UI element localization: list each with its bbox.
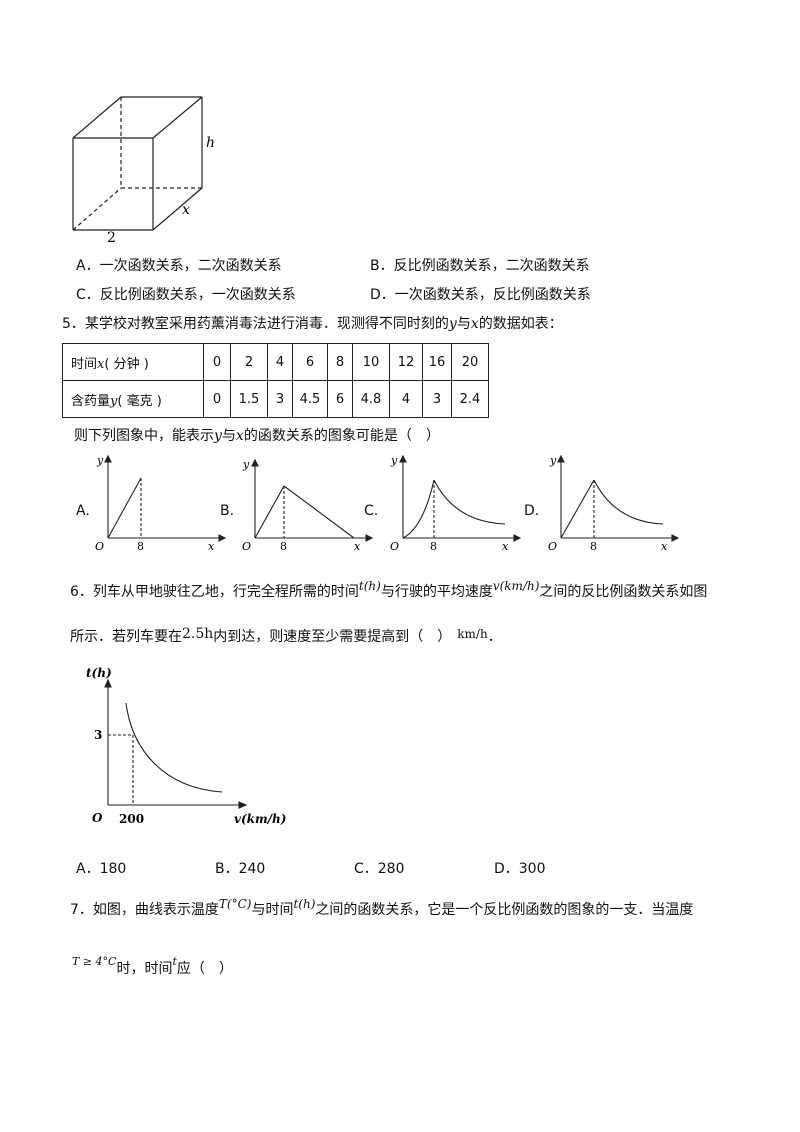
axis-x-label: x [354,540,361,553]
table-row: 时间x( 分钟 ) 0 2 4 6 8 10 12 16 20 [62,343,489,381]
table-cell: 0 [203,343,231,381]
axis-x-label: x [208,540,215,553]
graph-a: y x O 8 [95,454,227,553]
origin-label: O [92,811,103,825]
table-cell: 4 [267,343,293,381]
axis-x-label: x [502,540,509,553]
table-cell: 3 [422,380,452,418]
table-row: 含药量y( 毫克 ) 0 1.5 3 4.5 6 4.8 4 3 2.4 [62,380,489,418]
q4-option-b: B．反比例函数关系，二次函数关系 [370,258,590,274]
origin-label: O [548,540,557,553]
graph-a-label: A. [76,503,90,519]
cube-label-x: x [182,202,190,218]
table-cell: 10 [352,343,390,381]
tick-label: 8 [280,540,287,553]
table-cell: 2.4 [451,380,489,418]
cube-label-h: h [206,135,215,151]
row1-header: 时间x( 分钟 ) [62,343,204,381]
q7-stem: 7．如图，曲线表示温度T(°C)与时间t(h)之间的函数关系，它是一个反比例函数… [70,897,694,918]
q6-option-d: D．300 [494,861,546,877]
q6-option-b: B．240 [215,861,266,877]
t-axis-label: t(h) [86,666,112,680]
v-axis-label: v(km/h) [234,812,286,826]
q6-stem-line2: 所示．若列车要在2.5h内到达，则速度至少需要提高到（ ） km/h． [70,626,502,645]
table-cell: 12 [389,343,423,381]
graph-b: y x O 8 [242,458,374,553]
y-tick-3: 3 [94,728,102,742]
axis-y-label: y [390,454,398,467]
table-cell: 6 [327,380,353,418]
q4-option-c: C．反比例函数关系，一次函数关系 [76,287,296,303]
table-cell: 3 [267,380,293,418]
origin-label: O [390,540,399,553]
tick-label: 8 [590,540,597,553]
axis-y-label: y [242,458,250,471]
table-cell: 0 [203,380,231,418]
cube-figure: h x 2 [72,96,215,246]
graph-d: y x O 8 [548,454,680,553]
origin-label: O [242,540,251,553]
axis-x-label: x [661,540,668,553]
q6-option-c: C．280 [354,861,405,877]
origin-label: O [95,540,104,553]
table-cell: 1.5 [230,380,268,418]
q4-option-d: D．一次函数关系，反比例函数关系 [370,287,591,303]
q6-graph: t(h) v(km/h) O 3 200 [86,666,286,826]
cube-label-2: 2 [107,230,116,246]
table-cell: 4.5 [292,380,328,418]
tick-label: 8 [430,540,437,553]
table-cell: 2 [230,343,268,381]
graph-b-label: B. [220,503,235,519]
graph-d-label: D. [524,503,540,519]
axis-y-label: y [96,454,104,467]
row2-header: 含药量y( 毫克 ) [62,380,204,418]
table-cell: 16 [422,343,452,381]
q5-stem: 5．某学校对教室采用药薰消毒法进行消毒．现测得不同时刻的y与x的数据如表： [62,316,563,332]
table-cell: 8 [327,343,353,381]
q5-question: 则下列图象中，能表示y与x的函数关系的图象可能是（ ） [74,428,440,444]
tick-label: 8 [137,540,144,553]
q6-option-a: A．180 [76,861,127,877]
table-cell: 6 [292,343,328,381]
table-cell: 4.8 [352,380,390,418]
q6-stem: 6．列车从甲地驶往乙地，行完全程所需的时间t(h)与行驶的平均速度v(km/h)… [70,579,708,600]
q4-option-a: A．一次函数关系，二次函数关系 [76,258,282,274]
graph-c-label: C. [364,503,379,519]
graph-c: y x O 8 [390,454,522,553]
x-tick-200: 200 [119,812,144,826]
q5-data-table: 时间x( 分钟 ) 0 2 4 6 8 10 12 16 20 含药量y( 毫克… [62,343,489,418]
q7-stem-line2: T ≥ 4°C时，时间t应（ ） [72,955,233,977]
axis-y-label: y [549,454,557,467]
table-cell: 4 [389,380,423,418]
table-cell: 20 [451,343,489,381]
